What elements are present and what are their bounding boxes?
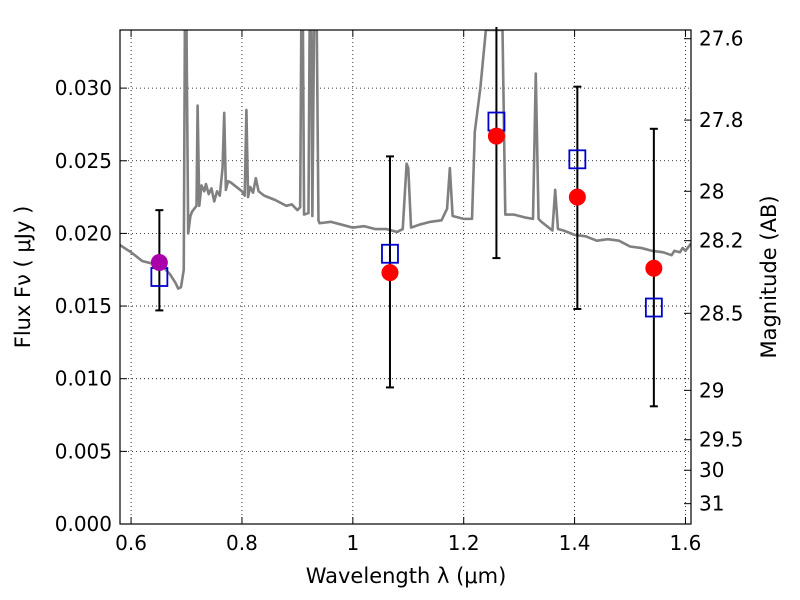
observed-point <box>645 259 663 277</box>
y2-tick-label: 31 <box>699 492 724 516</box>
y2-tick-label: 27.8 <box>699 108 744 132</box>
y2-tick-label: 28.2 <box>699 229 744 253</box>
x-tick-label: 1.2 <box>448 531 480 555</box>
model-square-marker <box>644 297 663 318</box>
y2-tick-label: 28 <box>699 179 724 203</box>
x-tick-label: 0.6 <box>115 531 147 555</box>
x-tick-label: 1 <box>346 531 359 555</box>
y-tick-label: 0.000 <box>55 512 112 536</box>
x-tick-label: 1.6 <box>670 531 702 555</box>
y-tick-label: 0.010 <box>55 367 112 391</box>
x-tick-label: 0.8 <box>226 531 258 555</box>
y-tick-label: 0.025 <box>55 149 112 173</box>
observed-point <box>381 264 399 282</box>
x-tick-label: 1.4 <box>559 531 591 555</box>
y2-tick-label: 27.6 <box>699 27 744 51</box>
spectrum-line <box>120 30 691 290</box>
y-tick-label: 0.015 <box>55 294 112 318</box>
axis-ticks: 0.6 0.8 1 1.2 1.4 1.6 0.000 0.005 0.010 0.015 0.02… <box>55 27 744 555</box>
grid <box>120 30 691 525</box>
observed-point <box>568 188 586 206</box>
y2-axis-label: Magnitude (AB) <box>757 195 781 358</box>
observed-point <box>487 127 505 145</box>
observed-point <box>150 253 168 271</box>
y-tick-label: 0.020 <box>55 221 112 245</box>
plot-frame <box>119 29 692 525</box>
y2-tick-label: 28.5 <box>699 301 744 325</box>
spectrum-layer <box>120 30 691 290</box>
y-tick-label: 0.005 <box>55 439 112 463</box>
points-layer <box>150 27 663 408</box>
model-square-marker <box>568 149 587 170</box>
y2-tick-label: 30 <box>699 458 724 482</box>
model-square-marker <box>381 243 399 264</box>
y2-tick-label: 29.5 <box>699 428 744 452</box>
y2-tick-label: 29 <box>699 378 724 402</box>
y-axis-label: Flux Fν ( μJy ) <box>11 206 35 349</box>
y-tick-label: 0.030 <box>55 76 112 100</box>
x-axis-label: Wavelength λ (μm) <box>306 564 507 588</box>
